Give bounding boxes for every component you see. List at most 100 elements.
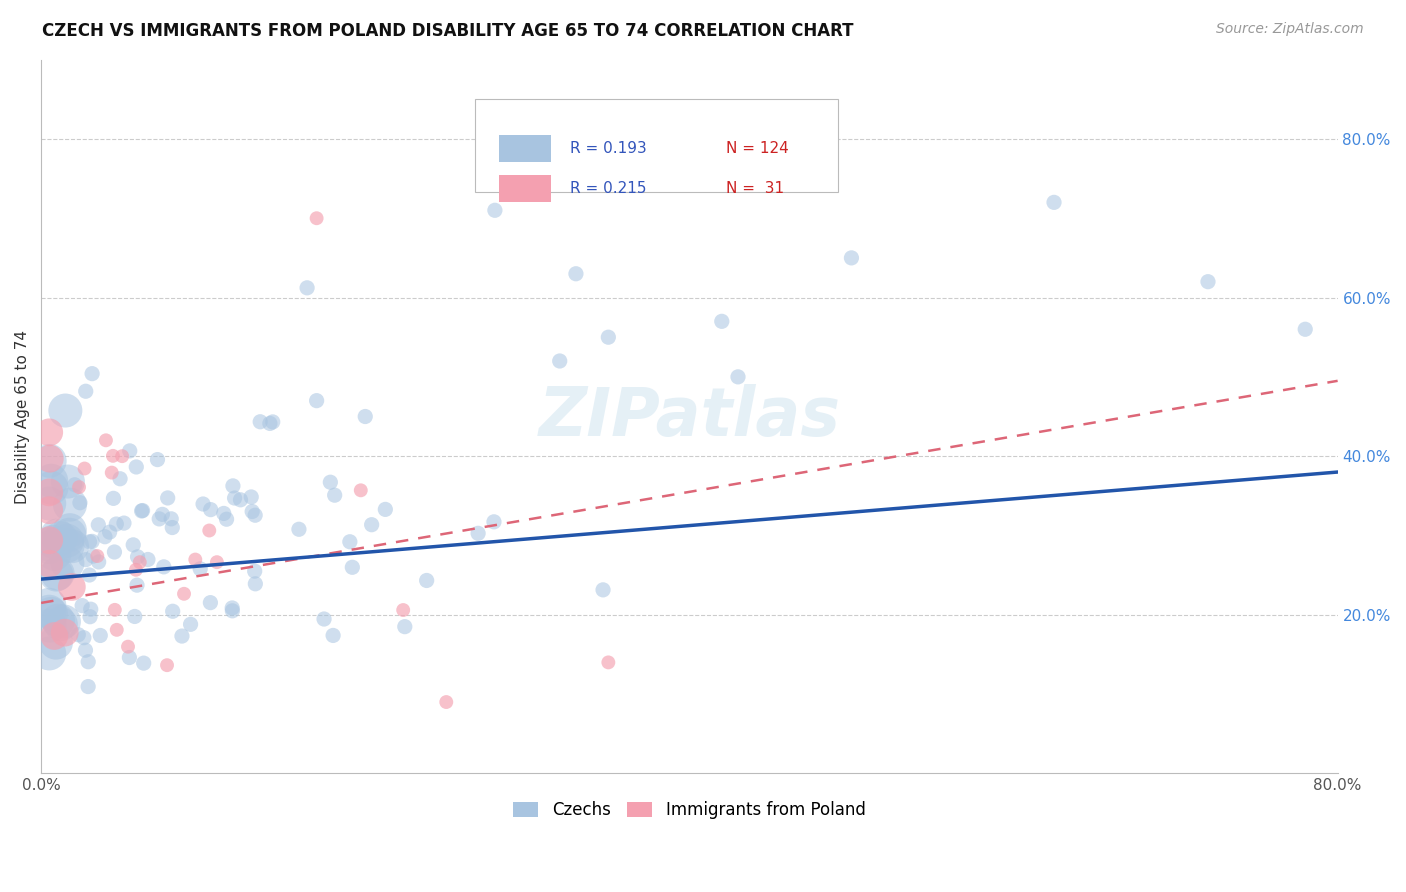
Point (86, 549, 108, 563)
Point (94, 434, 117, 448)
Point (127, 549, 149, 564)
Point (162, 604, 184, 618)
Point (350, 483, 373, 498)
Point (262, 415, 284, 429)
Point (727, 369, 749, 384)
Point (288, 522, 311, 536)
Point (565, 267, 588, 281)
Point (598, 330, 620, 344)
Point (67, 480, 90, 494)
Point (118, 650, 141, 665)
Point (45, 567, 67, 582)
Point (46, 528, 69, 542)
Point (125, 578, 148, 592)
Point (89, 628, 111, 642)
Point (224, 491, 246, 505)
FancyBboxPatch shape (475, 99, 838, 192)
Point (38, 557, 60, 571)
Point (98, 525, 121, 540)
Point (87, 517, 110, 532)
Point (38, 605, 60, 619)
Point (77, 655, 100, 669)
Point (162, 520, 184, 534)
Point (434, 695, 457, 709)
Point (111, 449, 134, 463)
Y-axis label: Disability Age 65 to 74: Disability Age 65 to 74 (15, 329, 30, 503)
Point (79, 609, 101, 624)
Point (105, 623, 128, 637)
Point (841, 251, 863, 265)
Point (322, 628, 344, 642)
Point (38, 533, 60, 548)
Point (131, 503, 153, 517)
Point (312, 612, 335, 626)
Point (153, 559, 176, 574)
Point (101, 449, 124, 463)
Point (105, 516, 128, 531)
Point (394, 620, 416, 634)
Point (150, 508, 173, 522)
Text: N =  31: N = 31 (725, 180, 783, 195)
Point (69, 496, 91, 510)
Point (38, 541, 60, 555)
Point (243, 508, 266, 523)
Point (41, 481, 63, 495)
Point (38, 618, 60, 632)
Point (1294, 322, 1316, 336)
Point (44, 547, 66, 561)
Point (38, 503, 60, 517)
Point (131, 504, 153, 518)
Point (49, 617, 72, 632)
Point (38, 451, 60, 466)
Point (374, 502, 396, 516)
Point (103, 491, 125, 506)
Point (482, 515, 505, 529)
Text: R = 0.215: R = 0.215 (569, 180, 647, 195)
Point (392, 603, 415, 617)
Point (323, 488, 346, 502)
Point (484, 203, 506, 218)
Point (221, 604, 243, 618)
Point (184, 552, 207, 566)
Bar (499, 175, 551, 202)
Point (592, 582, 614, 597)
Point (100, 466, 122, 480)
Point (56, 475, 79, 489)
Point (128, 555, 150, 569)
Point (342, 560, 364, 574)
Point (63, 477, 86, 491)
Point (59, 498, 82, 512)
Point (360, 517, 382, 532)
Point (45, 635, 67, 649)
Point (170, 629, 193, 643)
Point (104, 603, 127, 617)
Point (53, 625, 76, 640)
Point (53, 403, 76, 417)
Point (136, 552, 159, 566)
Text: N = 124: N = 124 (725, 141, 789, 156)
Point (56, 539, 79, 553)
Point (103, 545, 125, 559)
Point (125, 460, 148, 475)
Point (467, 526, 489, 541)
Point (160, 512, 183, 526)
Point (180, 617, 202, 632)
Point (38, 454, 60, 468)
Point (75, 552, 97, 566)
Point (319, 475, 342, 490)
Point (132, 656, 155, 670)
Point (94, 530, 117, 544)
Text: CZECH VS IMMIGRANTS FROM POLAND DISABILITY AGE 65 TO 74 CORRELATION CHART: CZECH VS IMMIGRANTS FROM POLAND DISABILI… (42, 22, 853, 40)
Point (38, 496, 60, 510)
Point (125, 563, 148, 577)
Point (124, 609, 146, 624)
Point (82, 367, 104, 381)
Point (60, 580, 83, 594)
Point (67, 628, 90, 642)
Point (156, 491, 179, 505)
Point (38, 485, 60, 500)
Point (191, 497, 214, 511)
Point (259, 417, 281, 431)
Point (188, 562, 211, 576)
Point (75, 643, 97, 657)
